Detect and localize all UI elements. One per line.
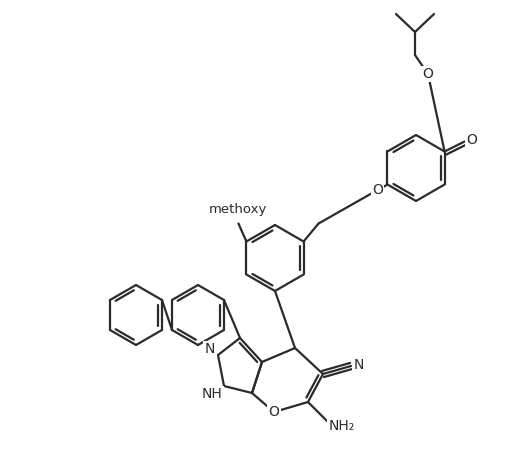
Text: NH₂: NH₂ bbox=[329, 419, 355, 433]
Text: NH: NH bbox=[201, 387, 222, 401]
Text: O: O bbox=[269, 405, 279, 419]
Text: O: O bbox=[422, 67, 433, 81]
Text: N: N bbox=[205, 342, 215, 356]
Text: N: N bbox=[354, 358, 364, 372]
Text: methoxy: methoxy bbox=[209, 203, 268, 216]
Text: O: O bbox=[372, 184, 383, 198]
Text: O: O bbox=[466, 133, 477, 148]
